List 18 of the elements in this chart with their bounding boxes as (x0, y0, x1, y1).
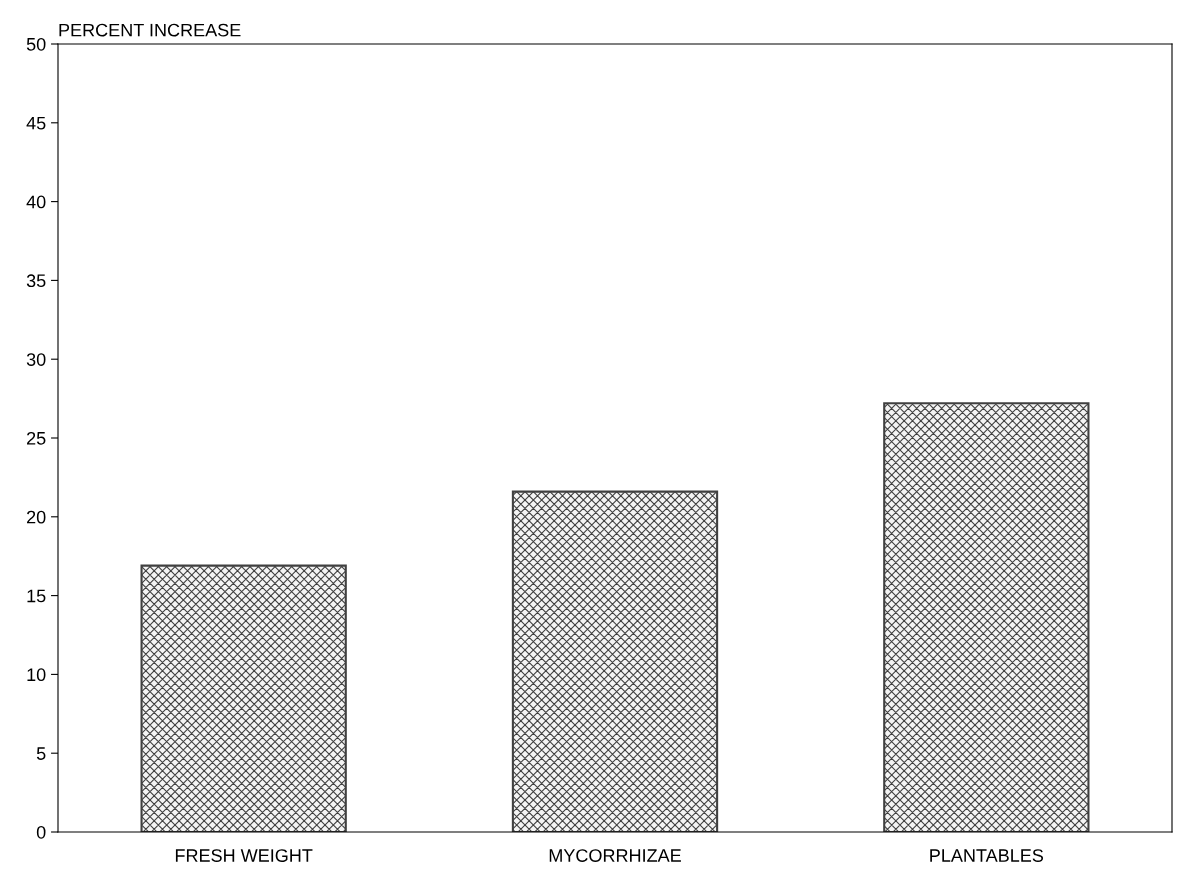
x-tick-label: FRESH WEIGHT (175, 849, 313, 862)
y-tick-label: 10 (27, 668, 46, 682)
x-tick-label: MYCORRHIZAE (549, 849, 681, 862)
bar (511, 490, 719, 832)
y-tick-label: 40 (26, 195, 46, 209)
y-axis-title: PERCENT INCREASE (59, 23, 241, 37)
y-tick-label: 5 (36, 747, 46, 760)
y-tick-label: 25 (27, 431, 46, 445)
x-tick-label: PLANTABLES (930, 849, 1044, 862)
y-tick-label: 15 (27, 589, 46, 603)
y-tick-label: 20 (27, 510, 46, 524)
y-tick-label: 45 (26, 116, 46, 130)
y-tick-label: 50 (26, 37, 46, 51)
bar (140, 564, 347, 832)
bar (883, 402, 1090, 832)
y-tick-label: 0 (36, 825, 46, 839)
y-tick-label: 30 (26, 353, 46, 366)
y-tick-label: 35 (26, 274, 46, 288)
